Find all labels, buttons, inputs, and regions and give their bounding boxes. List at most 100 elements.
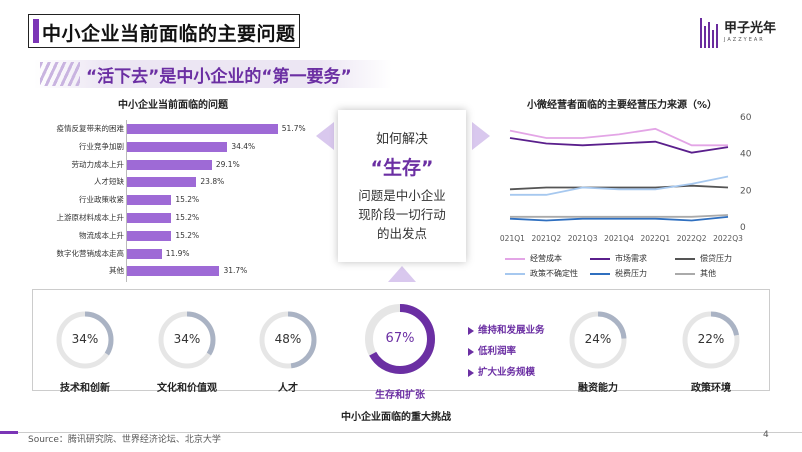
- donut-percent: 22%: [697, 332, 725, 346]
- footer-accent: [0, 431, 18, 434]
- title-accent-bar: [33, 19, 39, 43]
- bar-value-label: 34.4%: [231, 141, 256, 151]
- page-title: 中小企业当前面临的主要问题: [42, 23, 296, 45]
- line-chart: 60 40 20 0 2021Q1 2021Q2 2021Q3 2021Q4 2022Q1 202…: [500, 113, 752, 243]
- legend-label: 偿贷压力: [700, 254, 732, 263]
- bar-value-label: 31.7%: [223, 266, 248, 276]
- title-frame: [28, 14, 300, 48]
- donut-arc: [56, 311, 114, 369]
- growth-point-text: 低利润率: [478, 346, 517, 357]
- donut-percent: 34%: [173, 332, 201, 346]
- bar-category-label: 人才短缺: [94, 177, 124, 187]
- bar: [127, 177, 197, 188]
- bar-row: 行业政策收紧 15.2%: [22, 192, 322, 208]
- bar-category-label: 物流成本上升: [79, 230, 124, 240]
- donut-arc: [365, 304, 435, 374]
- series-line: [509, 215, 729, 222]
- donut-percent: 67%: [385, 331, 415, 346]
- series-line: [510, 175, 729, 196]
- bar: [127, 159, 212, 170]
- legend-item: 经营成本: [505, 253, 562, 264]
- growth-point: 低利润率: [468, 343, 545, 357]
- challenges-panel: [32, 289, 770, 391]
- growth-points-list: 维持和发展业务 低利润率 扩大业务规模: [468, 322, 545, 385]
- donut-percent: 34%: [71, 332, 99, 346]
- bar: [127, 213, 172, 223]
- bar-category-label: 数字化营销成本走高: [56, 248, 125, 258]
- bar-row: 数字化营销成本走高 11.9%: [22, 246, 322, 262]
- legend-label: 市场需求: [615, 254, 647, 263]
- legend-label: 其他: [700, 269, 716, 278]
- bar-category-label: 劳动力成本上升: [71, 159, 125, 169]
- slogan-text: “活下去”是中小企业的“第一要务”: [86, 67, 352, 87]
- donut-percent: 48%: [274, 332, 302, 346]
- legend-swatch: [675, 272, 695, 275]
- x-tick-label: 2022Q2: [677, 234, 707, 243]
- legend-label: 税费压力: [615, 269, 647, 278]
- donut-percent: 24%: [584, 332, 612, 346]
- bar: [127, 141, 228, 152]
- legend-swatch: [505, 272, 525, 275]
- source-note: Source：腾讯研究院、世界经济论坛、北京大学: [28, 435, 221, 445]
- bar-row: 行业竞争加剧 34.4%: [22, 139, 322, 155]
- callout-highlight: “生存”: [370, 157, 434, 179]
- legend-label: 政策不确定性: [530, 269, 578, 278]
- legend-item: 其他: [675, 268, 716, 279]
- logo-text: 甲子光年: [724, 21, 777, 36]
- bar-value-label: 51.7%: [281, 124, 306, 133]
- challenges-title: 中小企业面临的重大挑战: [341, 412, 451, 423]
- bar-category-label: 行业竞争加剧: [79, 141, 124, 151]
- x-tick-label: 2022Q1: [640, 234, 670, 243]
- donut-label: 融资能力: [578, 383, 618, 394]
- donut-label: 文化和价值观: [157, 383, 217, 394]
- triangle-bullet-icon: [468, 347, 474, 356]
- series-line: [509, 137, 729, 154]
- logo-bars-icon: [700, 18, 720, 48]
- bar-value-label: 11.9%: [165, 248, 190, 258]
- left-chart-title: 中小企业当前面临的问题: [118, 100, 228, 111]
- bar-category-label: 行业政策收紧: [79, 195, 124, 205]
- footer-rule: [0, 432, 802, 433]
- bar-value-label: 29.1%: [215, 159, 240, 169]
- growth-point: 维持和发展业务: [468, 322, 545, 336]
- triangle-bullet-icon: [468, 368, 474, 377]
- donut-arc: [569, 311, 627, 369]
- donut-arc: [682, 311, 740, 369]
- arrow-left-icon: [316, 122, 334, 150]
- legend-swatch: [675, 257, 695, 260]
- donut-arc: [158, 311, 216, 369]
- bar-row: 人才短缺 23.8%: [22, 174, 322, 190]
- x-tick-label: 2021Q1: [500, 234, 525, 243]
- donut-label: 政策环境: [691, 383, 731, 394]
- bar: [127, 124, 278, 134]
- bar-row: 疫情反复带来的困难 51.7%: [22, 121, 322, 137]
- y-tick-label: 20: [740, 186, 752, 196]
- bar-value-label: 15.2%: [175, 213, 200, 222]
- arrow-right-icon: [472, 122, 490, 150]
- bar-row: 其他 31.7%: [22, 263, 322, 279]
- bar: [127, 195, 172, 206]
- x-tick-label: 2022Q3: [713, 234, 743, 243]
- donut-label: 生存和扩张: [375, 390, 425, 401]
- legend-swatch: [590, 272, 610, 275]
- growth-point-text: 维持和发展业务: [478, 325, 545, 336]
- legend-swatch: [590, 257, 610, 260]
- callout-body-line2: 现阶段一切行动: [358, 207, 446, 222]
- donut-chart: [158, 311, 216, 369]
- slogan-banner: [34, 60, 392, 88]
- bar-category-label: 上游原材料成本上升: [56, 213, 125, 222]
- callout-body: 问题是中小企业 现阶段一切行动 的出发点: [338, 186, 466, 243]
- x-tick-label: 2021Q3: [568, 234, 598, 243]
- donut-arc: [259, 311, 317, 369]
- donut-chart: [365, 304, 435, 374]
- bar-value-label: 15.2%: [175, 230, 200, 240]
- series-line: [509, 127, 728, 147]
- bar-row: 劳动力成本上升 29.1%: [22, 157, 322, 173]
- triangle-bullet-icon: [468, 326, 474, 335]
- callout-line1: 如何解决: [375, 132, 428, 147]
- donut-chart: [259, 311, 317, 369]
- y-tick-label: 0: [740, 223, 746, 233]
- center-callout: 如何解决 “生存” 问题是中小企业 现阶段一切行动 的出发点: [338, 110, 466, 262]
- bar-value-label: 15.2%: [175, 195, 200, 205]
- right-chart-title: 小微经营者面临的主要经营压力来源（%）: [527, 100, 718, 111]
